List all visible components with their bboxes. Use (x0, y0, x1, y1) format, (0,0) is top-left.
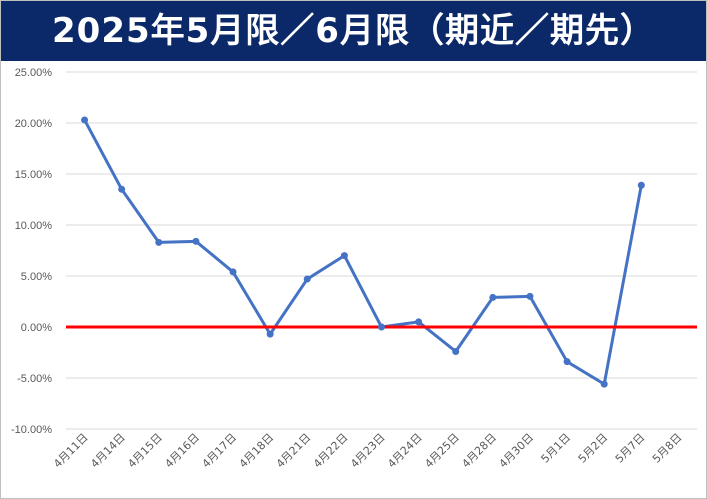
series-line (83, 118, 643, 386)
data-point (489, 293, 497, 301)
data-point (452, 347, 460, 355)
data-point (81, 116, 89, 124)
x-tick-label: 4月11日 (51, 431, 91, 471)
data-point (303, 275, 311, 283)
x-tick-label: 5月8日 (650, 431, 685, 466)
data-point (637, 181, 645, 189)
data-point (600, 380, 608, 388)
data-point (229, 268, 237, 276)
data-point (415, 318, 423, 326)
x-tick-label: 5月2日 (576, 431, 611, 466)
x-tick-label: 4月25日 (422, 431, 462, 471)
chart-title: 2025年5月限／6月限（期近／期先） (52, 11, 655, 51)
x-tick-label: 4月23日 (348, 431, 388, 471)
data-point (378, 323, 385, 331)
data-point (118, 185, 126, 193)
x-tick-label: 4月22日 (311, 431, 351, 471)
title-bar: 2025年5月限／6月限（期近／期先） (1, 1, 706, 61)
y-tick-label: 15.00% (15, 169, 53, 181)
x-tick-label: 4月28日 (459, 431, 499, 471)
x-tick-label: 4月30日 (496, 431, 536, 471)
data-point (563, 358, 571, 366)
y-tick-label: 0.00% (21, 322, 52, 334)
y-tick-label: -5.00% (17, 373, 52, 385)
x-tick-label: 4月16日 (162, 431, 202, 471)
x-tick-label: 4月14日 (88, 431, 128, 471)
x-tick-label: 4月24日 (385, 431, 425, 471)
y-tick-label: -10.00% (11, 424, 52, 436)
x-tick-label: 5月7日 (613, 431, 648, 466)
x-tick-label: 5月1日 (539, 431, 574, 466)
y-tick-label: 25.00% (15, 67, 53, 79)
data-point (192, 237, 200, 245)
x-tick-label: 4月18日 (237, 431, 277, 471)
x-tick-label: 4月15日 (125, 431, 165, 471)
data-point (340, 252, 348, 260)
y-tick-label: 20.00% (15, 118, 53, 130)
y-tick-label: 5.00% (21, 271, 52, 283)
x-tick-label: 4月21日 (274, 431, 314, 471)
data-point (155, 238, 163, 246)
x-tick-label: 4月17日 (200, 431, 240, 471)
data-point (266, 330, 274, 338)
y-tick-label: 10.00% (15, 220, 53, 232)
data-point (526, 292, 534, 300)
